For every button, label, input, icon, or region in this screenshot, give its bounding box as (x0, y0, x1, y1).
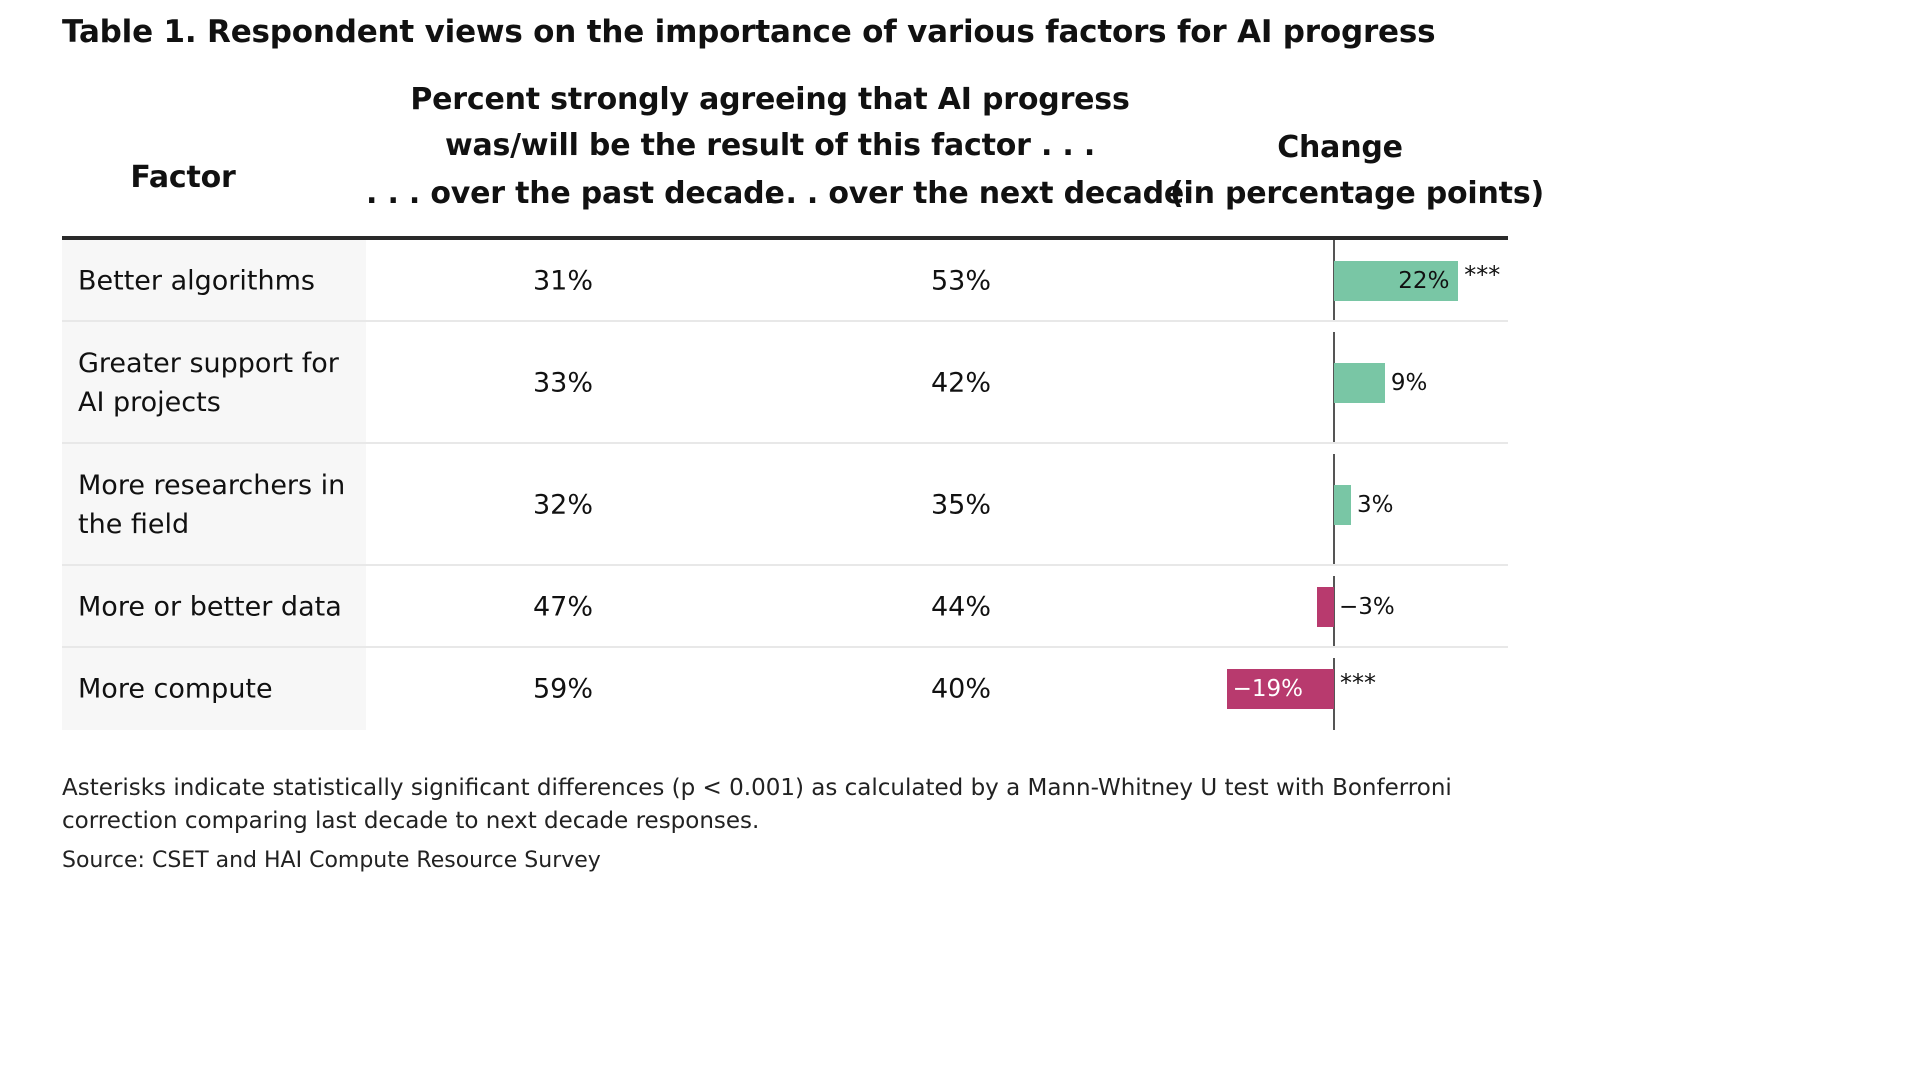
past-decade-value: 32% (532, 489, 593, 521)
table-row: More compute 59% 40% −19% *** (62, 648, 1508, 730)
factor-cell: Greater support for AI projects (62, 322, 366, 444)
change-bar (1334, 261, 1459, 301)
row-divider (62, 564, 1508, 566)
factor-cell: More compute (62, 648, 366, 730)
significance-stars: *** (1340, 669, 1376, 697)
change-label: −3% (1339, 594, 1395, 620)
source-note: Source: CSET and HAI Compute Resource Su… (62, 848, 601, 873)
header-next-decade: . . . over the next decade (764, 176, 1185, 211)
change-label: 9% (1390, 370, 1428, 396)
header-rule (62, 236, 1508, 240)
change-label: −19% (1232, 676, 1304, 702)
factor-cell: More researchers in the field (62, 444, 366, 566)
next-decade-value: 35% (930, 489, 991, 521)
next-decade-value: 42% (930, 367, 991, 399)
header-factor: Factor (130, 160, 236, 195)
table-row: Better algorithms 31% 53% 22% *** (62, 240, 1508, 322)
change-label: 3% (1356, 492, 1394, 518)
header-change-line2: (in percentage points) (1170, 176, 1544, 211)
past-decade-value: 33% (532, 367, 593, 399)
change-bar (1334, 485, 1351, 525)
factor-label: More researchers in the field (78, 470, 346, 540)
factor-cell: More or better data (62, 566, 366, 648)
footnote: Asterisks indicate statistically signifi… (62, 775, 1452, 834)
header-group-line2: was/will be the result of this factor . … (444, 128, 1096, 163)
past-decade-value: 59% (532, 673, 593, 705)
table-row: More or better data 47% 44% −3% (62, 566, 1508, 648)
header-past-decade: . . . over the past decade (366, 176, 785, 211)
factor-label: Better algorithms (78, 265, 315, 297)
change-zero-axis (1333, 658, 1335, 730)
change-bar (1334, 363, 1385, 403)
header-group-line1: Percent strongly agreeing that AI progre… (410, 82, 1130, 117)
table-row: Greater support for AI projects 33% 42% 9% (62, 322, 1508, 444)
change-label: 22% (1398, 268, 1450, 294)
significance-stars: *** (1464, 261, 1501, 289)
factor-cell: Better algorithms (62, 240, 366, 322)
past-decade-value: 31% (532, 265, 593, 297)
row-divider (62, 646, 1508, 648)
header-change-line1: Change (1277, 130, 1403, 165)
factor-label: More or better data (78, 591, 342, 623)
factor-label: Greater support for AI projects (78, 348, 339, 418)
row-divider (62, 320, 1508, 322)
change-zero-axis (1333, 576, 1335, 648)
table-row: More researchers in the field 32% 35% 3% (62, 444, 1508, 566)
next-decade-value: 40% (930, 673, 991, 705)
table-title: Table 1. Respondent views on the importa… (62, 14, 1436, 50)
next-decade-value: 44% (930, 591, 991, 623)
factor-label: More compute (78, 673, 273, 705)
row-divider (62, 442, 1508, 444)
change-bar (1317, 587, 1334, 627)
next-decade-value: 53% (930, 265, 991, 297)
past-decade-value: 47% (532, 591, 593, 623)
change-bar (1226, 669, 1334, 709)
